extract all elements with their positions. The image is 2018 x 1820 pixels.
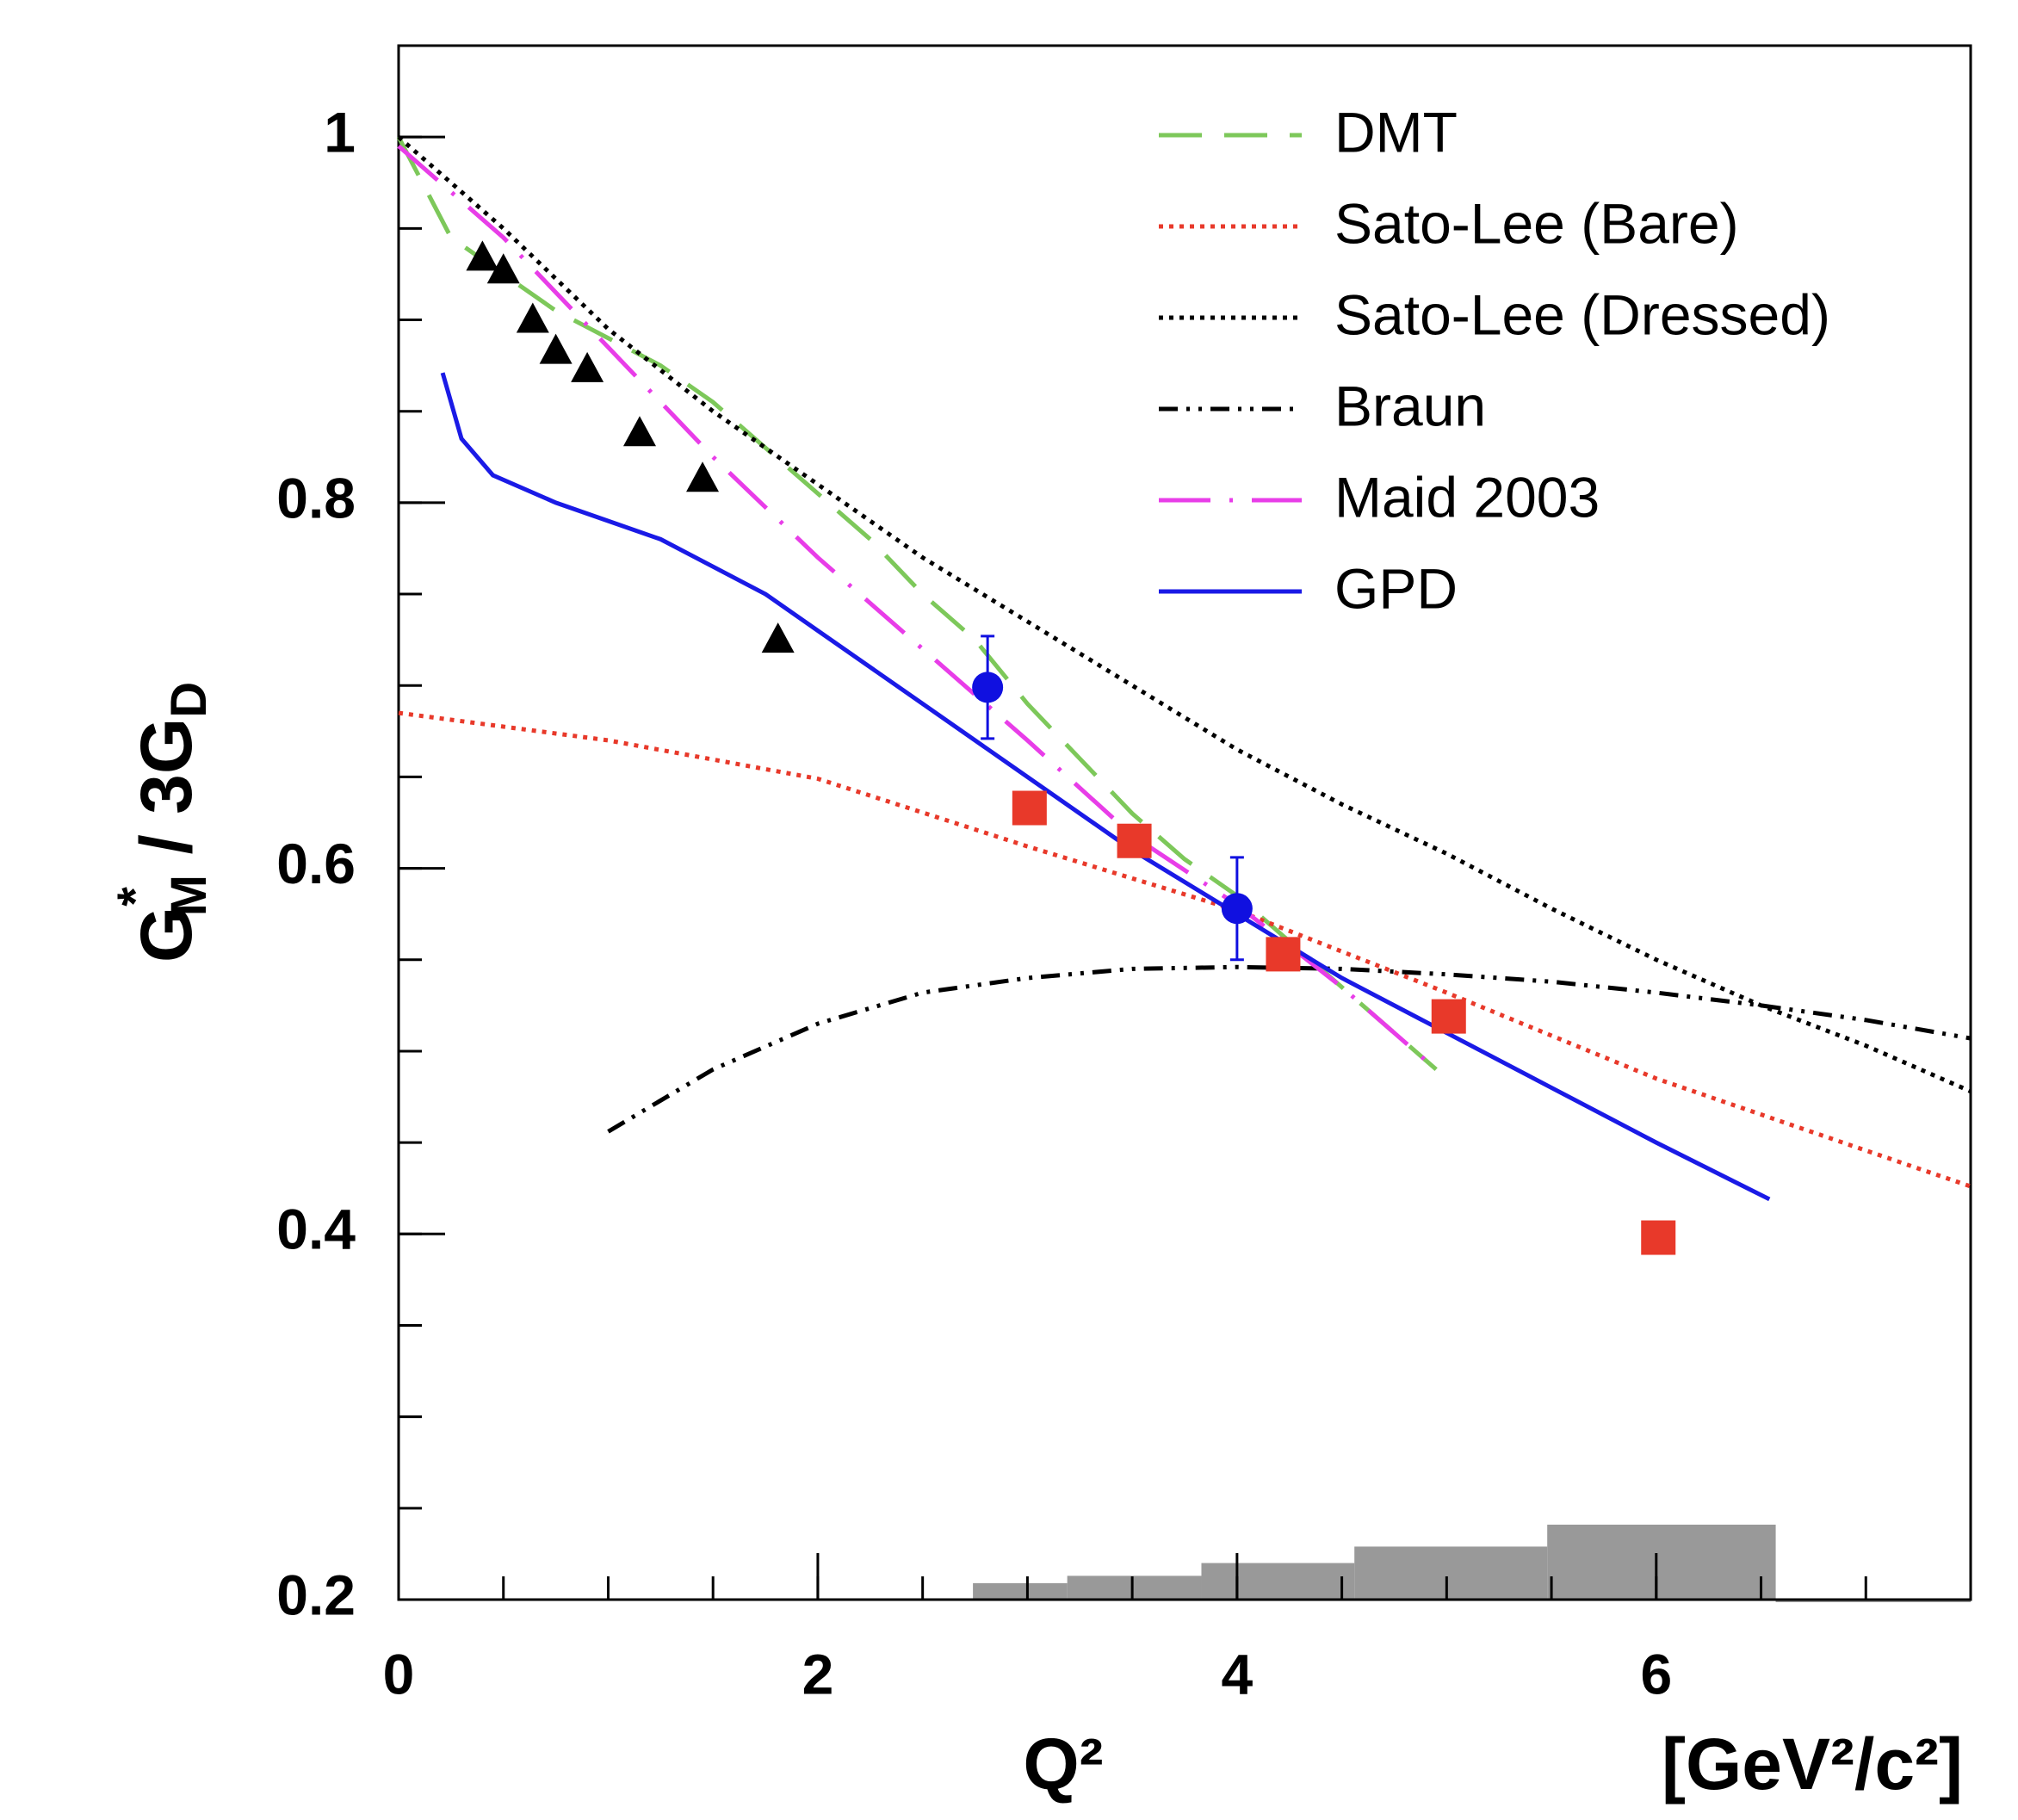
legend-label: Maid 2003	[1334, 465, 1600, 529]
data-point	[486, 253, 520, 284]
data-point	[1012, 790, 1047, 826]
y-axis-label-part: G	[126, 907, 207, 963]
x-tick-label: 6	[1640, 1642, 1672, 1705]
data-point	[1266, 937, 1301, 972]
data-point	[761, 622, 795, 653]
data-point	[1221, 893, 1253, 925]
data-point	[1641, 1220, 1676, 1255]
legend-label: Sato-Lee (Dressed)	[1334, 282, 1830, 346]
y-tick-label: 1	[324, 101, 356, 164]
systematic-bar	[1547, 1524, 1776, 1600]
data-point	[972, 672, 1004, 703]
y-axis-label-part: *	[108, 887, 164, 907]
data-point	[1431, 999, 1466, 1034]
systematic-bar	[1067, 1575, 1202, 1600]
x-tick-label: 0	[383, 1642, 415, 1705]
y-axis-label-part: D	[161, 682, 217, 718]
systematic-bar	[973, 1582, 1068, 1600]
y-tick-label: 0.4	[276, 1198, 356, 1261]
model-curve	[440, 372, 1771, 1202]
data-point	[539, 333, 573, 364]
plot-frame	[397, 44, 1972, 1601]
data-point	[686, 461, 720, 492]
data-point	[466, 240, 499, 271]
systematic-bar	[1201, 1563, 1355, 1600]
x-tick-label: 2	[802, 1642, 834, 1705]
systematic-bar	[1354, 1546, 1548, 1600]
y-axis-label-part: / 3G	[126, 718, 207, 875]
data-point	[516, 302, 549, 333]
legend-label: Braun	[1334, 374, 1486, 437]
x-axis-label: Q²	[1023, 1724, 1103, 1805]
legend-label: GPD	[1334, 556, 1458, 620]
y-tick-label: 0.8	[276, 466, 356, 529]
data-point	[622, 416, 656, 447]
model-curve	[398, 710, 1972, 1189]
y-axis-label: G*M / 3GD	[108, 682, 217, 963]
y-tick-label: 0.2	[276, 1563, 356, 1626]
y-tick-label: 0.6	[276, 832, 356, 895]
legend-label: DMT	[1334, 100, 1458, 164]
y-axis-label-part: M	[161, 875, 217, 916]
legend-label: Sato-Lee (Bare)	[1334, 191, 1739, 255]
data-point	[571, 351, 604, 382]
x-axis-unit: [GeV²/c²]	[1662, 1724, 1963, 1805]
x-tick-label: 4	[1222, 1642, 1254, 1705]
plot-area	[396, 44, 1972, 1602]
data-point	[1117, 823, 1152, 858]
